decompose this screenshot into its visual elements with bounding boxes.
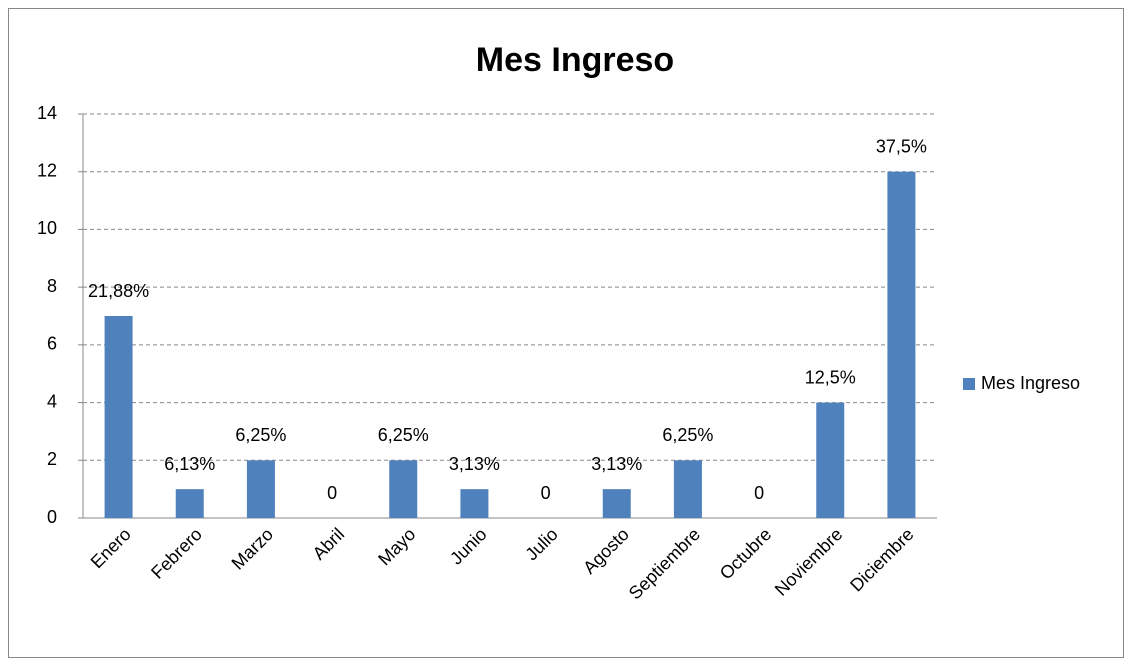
bar xyxy=(460,489,489,518)
chart-title: Mes Ingreso xyxy=(476,41,674,79)
bar xyxy=(887,171,916,518)
bar xyxy=(104,316,133,518)
y-tick-label: 4 xyxy=(47,391,57,411)
bar xyxy=(389,460,418,518)
y-tick-label: 2 xyxy=(47,449,57,469)
data-label: 0 xyxy=(327,483,337,503)
data-label: 12,5% xyxy=(805,367,856,387)
y-tick-label: 10 xyxy=(37,218,57,238)
data-label: 6,25% xyxy=(378,425,429,445)
legend-swatch xyxy=(963,378,975,390)
data-label: 6,25% xyxy=(235,425,286,445)
data-label: 6,13% xyxy=(164,454,215,474)
data-label: 3,13% xyxy=(449,454,500,474)
data-label: 21,88% xyxy=(88,281,149,301)
y-tick-label: 14 xyxy=(37,103,57,123)
y-tick-label: 12 xyxy=(37,160,57,180)
bar xyxy=(816,402,845,518)
data-label: 3,13% xyxy=(591,454,642,474)
y-tick-label: 8 xyxy=(47,276,57,296)
chart-border xyxy=(8,8,1124,658)
data-label: 0 xyxy=(754,483,764,503)
legend-label: Mes Ingreso xyxy=(981,373,1080,393)
bar xyxy=(246,460,275,518)
bar xyxy=(673,460,702,518)
y-tick-label: 0 xyxy=(47,507,57,527)
y-tick-label: 6 xyxy=(47,334,57,354)
bar xyxy=(175,489,204,518)
data-label: 0 xyxy=(541,483,551,503)
bar xyxy=(602,489,631,518)
data-label: 6,25% xyxy=(662,425,713,445)
data-label: 37,5% xyxy=(876,136,927,156)
